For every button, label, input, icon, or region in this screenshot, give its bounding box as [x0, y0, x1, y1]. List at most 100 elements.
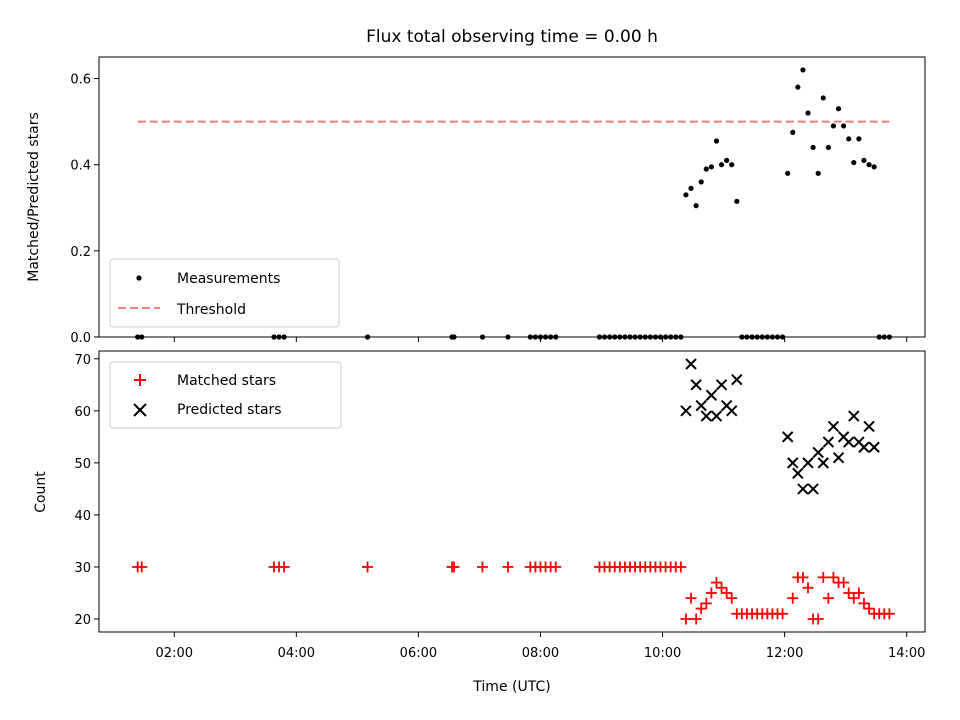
- matched-star-point: [848, 592, 860, 604]
- measurement-point: [871, 164, 877, 170]
- top-legend: Measurements Threshold: [109, 258, 340, 328]
- measurement-point: [779, 334, 786, 340]
- measurement-point: [663, 334, 669, 340]
- measurement-point: [754, 334, 760, 340]
- measurement-point: [596, 334, 603, 340]
- matched-star-point: [858, 597, 870, 609]
- matched-star-point: [700, 597, 712, 609]
- bottom-x-tick-label: 10:00: [644, 646, 681, 661]
- measurement-point: [637, 334, 643, 340]
- matched-star-point: [843, 587, 855, 599]
- matched-star-point: [863, 603, 875, 615]
- top-chart-title: Flux total observing time = 0.00 h: [366, 27, 658, 47]
- bottom-y-tick-label: 60: [74, 405, 91, 420]
- measurement-point: [764, 334, 770, 340]
- measurement-point: [861, 157, 867, 163]
- legend-predicted-marker: [133, 403, 147, 417]
- matched-star-point: [362, 561, 374, 573]
- measurement-point: [841, 123, 847, 129]
- bottom-y-axis: 20 30 40 50 60 70: [74, 353, 99, 628]
- measurement-point: [830, 123, 837, 129]
- matched-star-point: [817, 571, 829, 583]
- measurement-point: [479, 334, 486, 340]
- top-y-axis-label: Matched/Predicted stars: [26, 112, 42, 282]
- measurement-point: [622, 334, 628, 340]
- matched-star-point: [838, 577, 850, 589]
- top-y-axis: 0.0 0.2 0.4 0.6: [70, 73, 99, 346]
- predicted-star-point: [726, 405, 738, 417]
- bottom-plot: 20 30 40 50 60 70 02:00 04:00 06:00 08:00 10:00 12…: [33, 350, 926, 695]
- legend-threshold-label: Threshold: [176, 302, 246, 318]
- predicted-star-point: [685, 358, 697, 370]
- measurement-point: [820, 95, 826, 101]
- measurement-point: [749, 334, 755, 340]
- measurement-point: [668, 334, 674, 340]
- measurement-point: [876, 334, 882, 340]
- measurement-point: [881, 334, 887, 340]
- matched-star-point: [853, 587, 865, 599]
- predicted-star-point: [832, 451, 845, 464]
- predicted-star-point: [695, 399, 707, 412]
- predicted-star-point: [787, 457, 799, 469]
- measurement-point: [678, 334, 684, 340]
- measurement-point: [810, 144, 816, 151]
- predicted-star-point: [797, 483, 809, 495]
- top-y-tick-label: 0.6: [70, 73, 91, 88]
- predicted-star-point: [705, 389, 718, 401]
- measurement-point: [673, 334, 679, 340]
- matched-star-point: [777, 608, 789, 620]
- measurement-point: [795, 84, 801, 90]
- measurement-point: [759, 334, 765, 340]
- matched-star-point: [797, 571, 809, 583]
- measurement-point: [835, 106, 842, 112]
- top-y-tick-label: 0.4: [70, 159, 91, 174]
- measurement-point: [271, 334, 277, 340]
- measurement-point: [708, 164, 714, 170]
- measurement-point: [281, 334, 287, 340]
- measurement-point: [647, 334, 653, 340]
- legend-matched-label: Matched stars: [177, 373, 276, 389]
- bottom-x-axis-label: Time (UTC): [472, 679, 550, 695]
- predicted-star-point: [827, 420, 840, 433]
- bottom-series-layer: [132, 358, 895, 625]
- bottom-y-tick-label: 50: [74, 457, 91, 472]
- measurement-point: [724, 157, 730, 163]
- matched-star-point: [550, 561, 562, 573]
- top-y-tick-label: 0.0: [70, 331, 91, 346]
- measurement-point: [790, 129, 796, 135]
- top-y-tick-label: 0.2: [70, 245, 91, 260]
- matched-star-point: [502, 561, 514, 573]
- measurement-point: [657, 334, 664, 340]
- measurement-point: [713, 138, 720, 144]
- measurement-point: [364, 334, 371, 340]
- predicted-star-point: [700, 410, 713, 422]
- measurement-point: [505, 334, 511, 340]
- bottom-legend-box: [109, 361, 342, 429]
- matched-star-point: [787, 592, 799, 604]
- measurement-point: [276, 334, 282, 340]
- predicted-star-point: [863, 420, 875, 433]
- measurement-point: [537, 334, 544, 340]
- matched-star-point: [680, 613, 692, 625]
- matched-star-point: [716, 582, 728, 594]
- legend-matched-marker: [134, 374, 146, 386]
- matched-star-point: [278, 561, 290, 573]
- measurement-point: [785, 170, 791, 176]
- measurement-point: [886, 334, 892, 340]
- bottom-x-axis: 02:00 04:00 06:00 08:00 10:00 12:00 14:00: [156, 632, 925, 661]
- measurement-point: [139, 334, 145, 340]
- measurement-point: [805, 110, 811, 116]
- measurement-point: [617, 334, 623, 340]
- measurement-point: [632, 334, 638, 340]
- matched-star-point: [812, 613, 824, 625]
- measurement-point: [527, 334, 533, 340]
- measurement-point: [542, 334, 549, 340]
- measurement-point: [774, 334, 781, 340]
- legend-predicted-label: Predicted stars: [177, 402, 282, 418]
- measurement-point: [451, 334, 457, 340]
- predicted-star-point: [715, 379, 728, 391]
- measurement-point: [627, 334, 633, 340]
- measurement-point: [548, 334, 554, 340]
- matched-star-point: [883, 608, 895, 620]
